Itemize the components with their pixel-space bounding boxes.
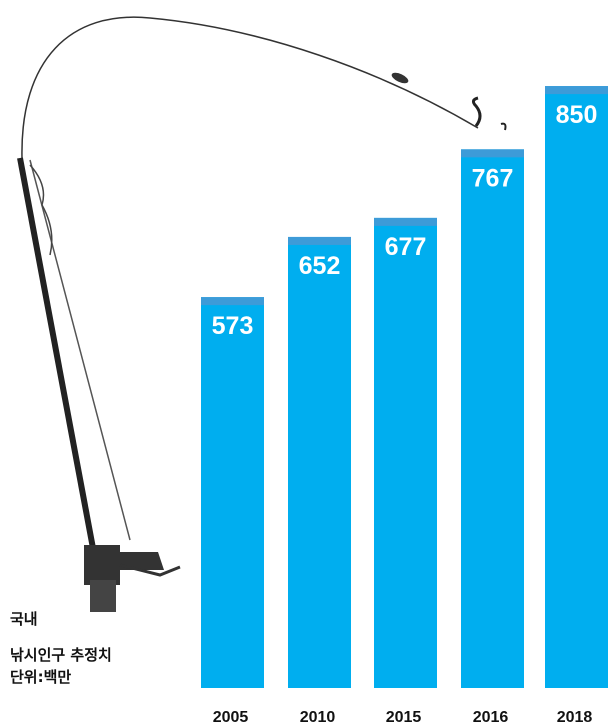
bar-cap <box>201 297 264 305</box>
note-line: 낚시인구 추정치 <box>10 646 112 664</box>
bar-cap <box>374 218 437 226</box>
x-tick-label: 2018 <box>557 709 593 726</box>
bar-cap <box>461 149 524 157</box>
bar <box>288 237 351 688</box>
bar <box>374 218 437 688</box>
x-tick-label: 2005 <box>213 709 249 726</box>
value-label: 850 <box>556 101 598 129</box>
value-label: 677 <box>385 233 427 261</box>
chart: 국내 낚시인구 추정치 단위:백만 2005 573 2010 652 2015 677 2… <box>0 0 608 727</box>
note-line: 국내 <box>10 610 38 628</box>
bar-cap <box>288 237 351 245</box>
note-line: 단위:백만 <box>10 668 71 686</box>
bar <box>461 149 524 688</box>
value-label: 652 <box>299 252 341 280</box>
x-tick-label: 2015 <box>386 709 422 726</box>
value-label: 767 <box>472 164 514 192</box>
page: 국내 낚시인구 추정치 단위:백만 2005 573 2010 652 2015 677 2… <box>0 0 608 727</box>
bar <box>201 297 264 688</box>
bar <box>545 86 608 688</box>
x-tick-label: 2016 <box>473 709 509 726</box>
bar-cap <box>545 86 608 94</box>
value-label: 573 <box>212 312 254 340</box>
x-tick-label: 2010 <box>300 709 336 726</box>
